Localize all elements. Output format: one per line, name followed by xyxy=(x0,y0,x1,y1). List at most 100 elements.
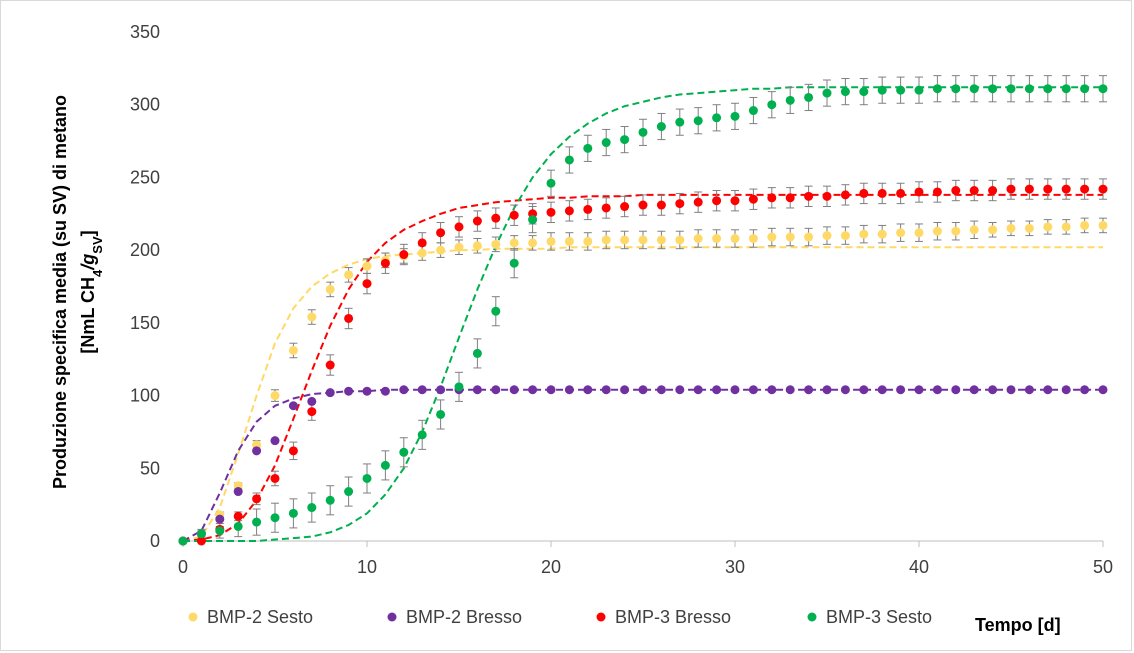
data-point xyxy=(693,234,703,244)
data-point xyxy=(822,385,832,395)
data-point xyxy=(454,242,464,252)
data-point xyxy=(620,202,630,212)
data-point xyxy=(656,200,666,210)
y-axis-unit-part1: [NmL CH xyxy=(78,277,98,354)
fit-curve-series-1 xyxy=(182,388,1103,542)
data-point xyxy=(822,88,832,98)
data-point xyxy=(546,236,556,246)
data-point xyxy=(362,473,372,483)
data-point xyxy=(859,188,869,198)
data-point xyxy=(1043,84,1053,94)
data-point xyxy=(454,222,464,232)
data-point xyxy=(325,284,335,294)
data-point xyxy=(712,113,722,123)
x-axis-title: Tempo [d] xyxy=(975,615,1061,635)
data-point xyxy=(914,85,924,95)
legend-marker-series-2 xyxy=(596,612,606,622)
data-point xyxy=(804,385,814,395)
data-point xyxy=(1080,385,1090,395)
data-point xyxy=(804,191,814,201)
legend-label-series-1: BMP-2 Bresso xyxy=(406,607,522,627)
data-point xyxy=(215,526,225,536)
error-bars-series-0 xyxy=(197,217,1107,538)
legend-label-series-2: BMP-3 Bresso xyxy=(615,607,731,627)
data-point xyxy=(822,191,832,201)
data-point xyxy=(730,196,740,206)
data-point xyxy=(896,228,906,238)
data-point xyxy=(969,186,979,196)
data-point xyxy=(307,312,317,322)
data-point xyxy=(564,155,574,165)
data-point xyxy=(472,348,482,358)
data-point xyxy=(528,238,538,248)
data-point xyxy=(1006,184,1016,194)
data-point xyxy=(785,193,795,203)
data-point xyxy=(601,235,611,245)
data-point xyxy=(528,215,538,225)
data-point xyxy=(675,117,685,127)
data-point xyxy=(767,232,777,242)
data-point xyxy=(1098,220,1108,230)
data-point xyxy=(436,245,446,255)
data-point xyxy=(436,228,446,238)
data-point xyxy=(178,536,188,546)
data-point xyxy=(344,487,354,497)
data-point xyxy=(509,385,519,395)
data-point xyxy=(601,385,611,395)
data-point xyxy=(288,446,298,456)
data-point xyxy=(675,235,685,245)
data-point xyxy=(270,513,280,523)
data-point xyxy=(730,385,740,395)
data-point xyxy=(932,385,942,395)
data-point xyxy=(399,385,409,395)
legend: BMP-2 Sesto BMP-2 Bresso BMP-3 Bresso BMP-3… xyxy=(188,607,932,627)
data-point xyxy=(362,279,372,289)
data-point xyxy=(252,446,262,456)
data-point xyxy=(454,382,464,392)
data-point xyxy=(325,360,335,370)
data-point xyxy=(1024,223,1034,233)
x-tick-label-10: 10 xyxy=(357,557,377,577)
data-point xyxy=(252,517,262,527)
data-point xyxy=(693,116,703,126)
x-tick-label-40: 40 xyxy=(909,557,929,577)
data-point xyxy=(472,216,482,226)
data-point xyxy=(307,407,317,417)
y-tick-label-200: 200 xyxy=(130,240,160,260)
data-point xyxy=(638,385,648,395)
data-point xyxy=(804,232,814,242)
y-tick-label-300: 300 xyxy=(130,95,160,115)
data-point xyxy=(399,447,409,457)
data-point xyxy=(840,385,850,395)
data-point xyxy=(620,385,630,395)
data-point xyxy=(730,111,740,121)
data-point xyxy=(344,386,354,396)
data-point xyxy=(380,460,390,470)
data-point xyxy=(491,239,501,249)
data-point xyxy=(1006,385,1016,395)
fit-curve-series-2 xyxy=(182,193,1103,542)
error-bars-series-1 xyxy=(197,387,1107,536)
data-point xyxy=(840,190,850,200)
data-point xyxy=(951,186,961,196)
data-point xyxy=(988,186,998,196)
y-tick-label-100: 100 xyxy=(130,386,160,406)
y-tick-label-250: 250 xyxy=(130,167,160,187)
data-point xyxy=(1043,184,1053,194)
data-point xyxy=(785,95,795,105)
legend-marker-series-3 xyxy=(807,612,817,622)
data-point xyxy=(969,84,979,94)
data-point xyxy=(1024,385,1034,395)
data-point xyxy=(988,225,998,235)
data-point xyxy=(380,258,390,268)
data-point xyxy=(1080,220,1090,230)
data-point xyxy=(417,238,427,248)
data-point xyxy=(877,85,887,95)
points-series-2 xyxy=(178,184,1108,546)
data-point xyxy=(601,203,611,213)
data-point xyxy=(951,226,961,236)
data-point xyxy=(509,258,519,268)
data-point xyxy=(859,87,869,97)
data-point xyxy=(583,236,593,246)
data-point xyxy=(307,396,317,406)
